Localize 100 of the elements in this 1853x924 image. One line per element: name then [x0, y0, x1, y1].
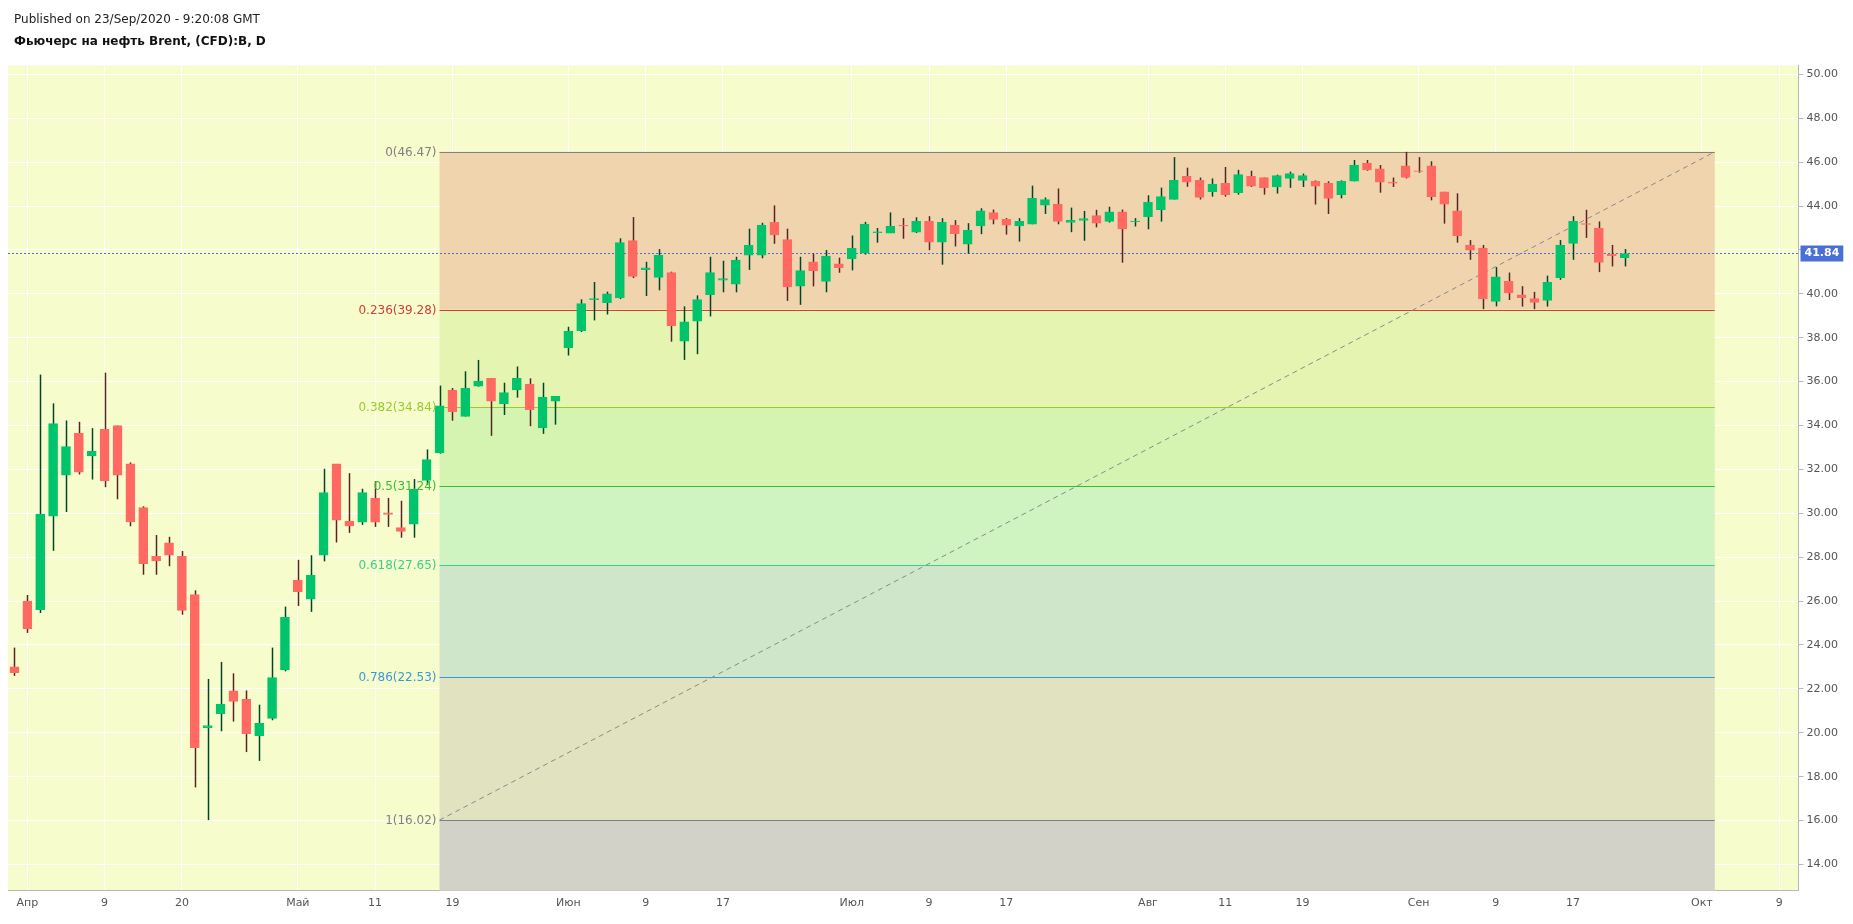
candlestick: [795, 256, 806, 306]
y-tick-label: 40.00: [1806, 286, 1839, 300]
candlestick: [602, 290, 612, 316]
y-tick-label: 34.00: [1806, 418, 1839, 432]
y-tick-label: 32.00: [1806, 462, 1839, 476]
candlestick: [293, 559, 303, 607]
candlestick: [550, 395, 561, 426]
x-tick-label: 9: [642, 896, 650, 910]
ref-line-label: 1(16.02): [385, 812, 437, 827]
candlestick: [718, 259, 728, 294]
candlestick: [202, 678, 213, 821]
candlestick: [486, 377, 496, 437]
candlestick: [563, 326, 574, 357]
candlestick: [1065, 206, 1076, 233]
candlestick: [962, 222, 973, 255]
candlestick: [730, 256, 741, 294]
candlestick: [679, 305, 690, 361]
candlestick: [1194, 176, 1205, 201]
candlestick: [949, 219, 960, 248]
y-tick-label: 48.00: [1806, 111, 1839, 125]
candlestick: [1323, 180, 1334, 215]
ref-line-label: 0.618(27.65): [358, 557, 437, 572]
candlestick: [1542, 274, 1553, 308]
x-tick-label: 9: [925, 896, 933, 910]
x-tick-label: 17: [715, 896, 730, 910]
y-tick-label: 14.00: [1806, 857, 1839, 871]
candlestick: [975, 207, 986, 235]
ref-line-label: 41.84: [1804, 246, 1840, 260]
x-tick-label: 9: [1492, 896, 1500, 910]
text: Published on 23/Sep/2020 - 9:20:08 GMT: [14, 11, 261, 26]
x-tick-label: Май: [286, 896, 310, 910]
x-tick-label: 17: [1566, 896, 1581, 910]
ref-line-label: 0.786(22.53): [358, 669, 437, 684]
candlestick: [692, 294, 702, 355]
x-tick-label: Сен: [1407, 896, 1430, 910]
y-tick-label: 46.00: [1806, 155, 1839, 169]
x-tick-label: 20: [174, 896, 189, 910]
y-tick-label: 18.00: [1806, 769, 1839, 783]
candlestick: [86, 427, 97, 481]
x-tick-label: 19: [1295, 896, 1310, 910]
candlestick: [447, 387, 458, 422]
candlestick: [1168, 156, 1179, 201]
y-tick-label: 16.00: [1806, 813, 1839, 827]
candlestick: [396, 500, 406, 539]
x-tick-label: Апр: [16, 896, 39, 910]
y-tick-label: 30.00: [1806, 506, 1839, 520]
candlestick: [1233, 169, 1243, 196]
x-tick-label: 11: [368, 896, 383, 910]
candlestick: [9, 646, 20, 677]
x-tick-label: 17: [999, 896, 1014, 910]
candlestick: [898, 217, 909, 240]
candlestick: [1181, 166, 1192, 188]
candlestick: [1400, 151, 1411, 180]
candlestick: [383, 497, 393, 528]
chart-title: Фьючерс на нефть Brent, (CFD):B, D: [14, 33, 267, 48]
x-tick-label: Июл: [839, 896, 864, 910]
candlestick: [1310, 179, 1321, 206]
candlestick: [164, 536, 174, 567]
candlestick: [808, 252, 818, 288]
candlestick: [924, 215, 934, 251]
candlestick: [1207, 177, 1218, 198]
candlestick: [1490, 266, 1501, 308]
candlestick: [1014, 217, 1025, 243]
y-tick-label: 24.00: [1806, 637, 1839, 651]
ref-line-label: 0.236(39.28): [358, 302, 437, 317]
ref-line-label: 0(46.47): [385, 144, 437, 159]
candlestick: [1220, 166, 1231, 198]
ref-line-label: 0.382(34.84): [358, 399, 437, 414]
x-tick-label: 19: [445, 896, 460, 910]
candlestick: [743, 227, 754, 271]
y-tick-label: 22.00: [1806, 681, 1839, 695]
candlestick: [228, 672, 239, 723]
candlestick: [1078, 210, 1089, 242]
y-tick-label: 28.00: [1806, 550, 1839, 564]
candlestick: [511, 365, 522, 399]
candlestick: [653, 248, 664, 292]
y-tick-label: 50.00: [1806, 67, 1839, 81]
x-tick-label: 9: [1775, 896, 1783, 910]
x-tick-label: Авг: [1138, 896, 1159, 910]
candlestick: [524, 377, 535, 427]
candlestick: [1143, 194, 1153, 231]
candlestick: [499, 381, 509, 416]
candlestick: [1452, 192, 1462, 244]
candlestick: [1053, 187, 1063, 226]
y-tick-label: 44.00: [1806, 198, 1839, 212]
x-tick-label: 9: [101, 896, 109, 910]
candlestick: [1503, 271, 1514, 301]
candlestick: [640, 261, 651, 297]
candlestick: [769, 204, 780, 245]
x-tick-label: Окт: [1691, 896, 1714, 910]
candlestick: [1375, 164, 1385, 194]
candlestick: [151, 534, 161, 576]
y-tick-label: 26.00: [1806, 593, 1839, 607]
candlestick: [705, 256, 715, 318]
candlestick: [937, 217, 947, 266]
candlestick: [1117, 208, 1128, 264]
candlestick: [344, 472, 355, 534]
candlestick: [846, 234, 857, 272]
candlestick: [821, 249, 831, 294]
x-tick-label: 11: [1218, 896, 1233, 910]
